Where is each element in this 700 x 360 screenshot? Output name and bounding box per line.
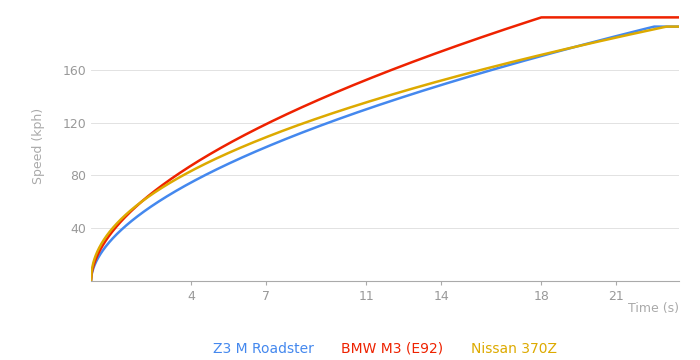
Nissan 370Z — [556, 48, 564, 53]
BMW M3 (E92) — [491, 31, 499, 35]
Z3 M Roadster — [650, 24, 659, 29]
Z3 M Roadster — [325, 120, 333, 125]
Nissan 370Z — [87, 279, 95, 283]
Text: Time (s): Time (s) — [628, 302, 679, 315]
Legend: Z3 M Roadster, BMW M3 (E92), Nissan 370Z: Z3 M Roadster, BMW M3 (E92), Nissan 370Z — [207, 336, 563, 360]
BMW M3 (E92) — [675, 15, 683, 19]
BMW M3 (E92) — [147, 192, 155, 196]
BMW M3 (E92) — [346, 84, 354, 89]
Line: Nissan 370Z: Nissan 370Z — [91, 27, 679, 281]
Line: BMW M3 (E92): BMW M3 (E92) — [91, 17, 679, 281]
BMW M3 (E92) — [556, 15, 565, 19]
BMW M3 (E92) — [325, 93, 333, 98]
Z3 M Roadster — [675, 24, 683, 29]
Line: Z3 M Roadster: Z3 M Roadster — [91, 27, 679, 281]
BMW M3 (E92) — [546, 15, 554, 19]
Text: Speed (kph): Speed (kph) — [32, 108, 45, 184]
Z3 M Roadster — [556, 49, 564, 53]
BMW M3 (E92) — [538, 15, 546, 19]
Z3 M Roadster — [87, 279, 95, 283]
Nissan 370Z — [325, 112, 333, 117]
Z3 M Roadster — [545, 51, 554, 56]
Nissan 370Z — [147, 193, 155, 197]
Nissan 370Z — [346, 105, 354, 110]
Z3 M Roadster — [147, 204, 155, 209]
Z3 M Roadster — [346, 113, 354, 117]
Nissan 370Z — [675, 24, 683, 29]
Z3 M Roadster — [491, 67, 499, 71]
Nissan 370Z — [662, 24, 671, 29]
Nissan 370Z — [491, 64, 499, 68]
BMW M3 (E92) — [87, 279, 95, 283]
Nissan 370Z — [545, 51, 554, 55]
